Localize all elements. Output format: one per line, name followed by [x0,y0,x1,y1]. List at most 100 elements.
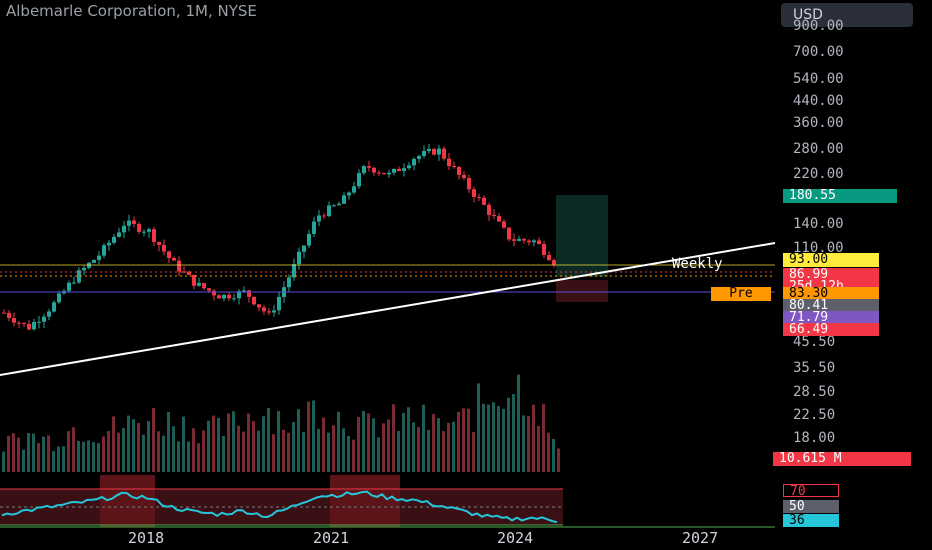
volume-bar [47,435,50,472]
pre-tag: Pre [711,287,771,301]
candle-body [367,166,371,168]
candle-body [27,323,31,330]
long-position-stop-zone [556,280,608,302]
volume-bar [422,404,425,472]
price-axis-tick: 220.00 [793,166,844,182]
volume-bar [337,411,340,472]
volume-bar [77,440,80,472]
volume-bar [192,428,195,472]
volume-bar [22,449,25,472]
candle-body [227,294,231,299]
volume-bar [92,442,95,472]
volume-bar [97,443,100,472]
candle-body [157,242,161,245]
candle-body [12,318,16,323]
candle-body [347,192,351,196]
volume-bar [412,422,415,472]
candle-body [57,293,61,303]
last-price-label: 93.00 [783,253,879,267]
candle-body [497,216,501,222]
volume-bar [347,435,350,472]
candle-body [182,271,186,273]
candle-body [532,240,536,243]
candle-body [547,254,551,261]
volume-bar [272,434,275,472]
volume-bar [147,421,150,472]
candle-body [352,186,356,193]
price-axis-tick: 45.50 [793,334,836,350]
high-marker-label: 180.55 [783,189,897,203]
candle-body [267,311,271,313]
volume-bar [322,417,325,472]
current-price-label: 86.99 [783,268,879,282]
candle-body [52,302,56,312]
volume-bar [387,419,390,472]
volume-bar [432,413,435,472]
candle-body [247,290,251,297]
candle-body [212,290,216,296]
volume-bar [282,429,285,472]
volume-bar [227,413,230,472]
volume-bar [7,435,10,472]
candle-body [242,290,246,292]
volume-bar [507,397,510,472]
candle-body [172,258,176,261]
volume-bar [252,421,255,472]
candle-body [2,312,6,314]
candle-body [372,167,376,173]
candle-body [222,294,226,299]
candle-body [217,295,221,299]
volume-label: 10.615 M [773,452,911,466]
candle-body [292,264,296,278]
volume-bar [247,413,250,472]
candle-body [102,245,106,256]
candle-body [307,233,311,246]
long-position-target-zone [556,195,608,277]
candle-body [502,221,506,228]
volume-bar [352,439,355,472]
candle-body [447,158,451,166]
volume-bar [177,441,180,472]
rsi-overbought-zone [330,475,400,527]
volume-bar [182,416,185,472]
volume-bar [142,434,145,472]
candle-body [47,311,51,317]
volume-bar [12,433,15,472]
volume-bar [112,416,115,472]
candle-body [442,148,446,159]
volume-bar [107,431,110,472]
currency-button[interactable]: USD [781,3,913,27]
volume-bar [42,436,45,472]
volume-bar [237,425,240,472]
candle-body [177,260,181,272]
volume-bar [547,432,550,472]
candle-body [477,197,481,199]
volume-bar [467,408,470,472]
candle-body [132,220,136,224]
volume-bar [447,422,450,472]
price-axis-tick: 22.50 [793,407,836,423]
volume-bar [187,441,190,472]
rsi-line [1,490,558,524]
price-axis-tick: 110.00 [793,240,844,256]
volume-bar [512,394,515,472]
volume-bar [197,443,200,472]
volume-bar [132,419,135,472]
volume-bar [517,374,520,472]
candle-body [357,173,361,187]
volume-bar [67,431,70,472]
volume-bar [167,412,170,472]
candle-body [452,165,456,167]
volume-bar [212,415,215,472]
volume-bar [312,400,315,472]
candle-body [152,229,156,243]
volume-bar [207,420,210,472]
candle-body [472,189,476,198]
volume-bar [477,383,480,472]
candle-body [162,244,166,252]
candle-body [107,242,111,246]
time-axis-tick: 2021 [313,529,350,547]
candle-body [467,178,471,190]
price-axis-tick: 28.50 [793,384,836,400]
